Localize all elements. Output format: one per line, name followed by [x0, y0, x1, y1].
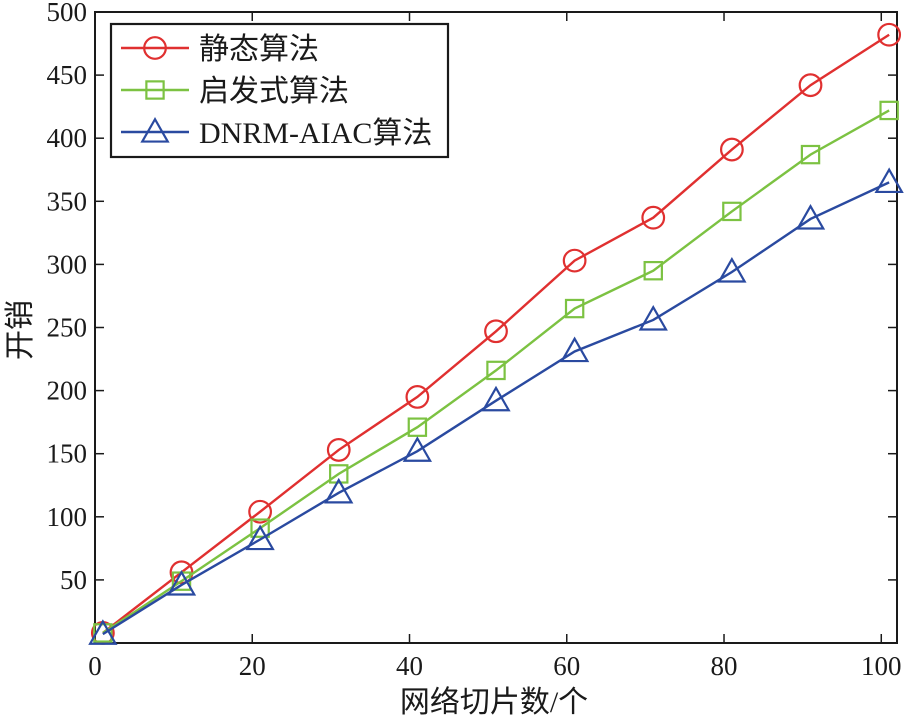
series-layer [88, 22, 904, 645]
data-point [166, 569, 197, 596]
y-tick-label: 150 [47, 439, 88, 469]
series-line [102, 181, 890, 636]
data-point [564, 298, 585, 319]
x-tick-label: 20 [239, 651, 266, 681]
data-point [643, 260, 663, 281]
data-point [88, 619, 118, 645]
data-point [798, 73, 823, 98]
series-line [102, 109, 890, 634]
x-tick-label: 100 [861, 651, 902, 681]
x-tick-label: 80 [711, 651, 738, 681]
x-axis-label: 网络切片数/个 [400, 686, 588, 719]
data-point [402, 436, 433, 462]
data-point [800, 144, 821, 165]
data-point [248, 499, 273, 524]
data-point [562, 248, 587, 273]
legend-label: DNRM-AIAC算法 [199, 117, 432, 150]
data-point [324, 477, 354, 504]
data-point [879, 100, 899, 121]
y-tick-label: 250 [47, 313, 88, 343]
x-tick-label: 60 [553, 651, 580, 681]
x-tick-label: 0 [88, 651, 102, 681]
y-tick-label: 300 [47, 249, 88, 279]
data-point [722, 201, 742, 222]
series-line [102, 33, 890, 634]
legend-marker [143, 36, 167, 60]
data-point [638, 304, 668, 331]
data-point [481, 385, 511, 412]
data-point [250, 518, 270, 538]
axes: 0 20 40 60 80 100 50 100 150 200 250 300 350 400 450 50… [47, 0, 902, 681]
series-3 [88, 167, 904, 645]
series-2 [93, 100, 899, 643]
y-axis-label: 开销 [4, 300, 37, 360]
y-tick-label: 200 [47, 376, 88, 406]
data-point [326, 438, 351, 462]
y-tick-label: 100 [47, 502, 88, 532]
data-point [795, 204, 826, 230]
legend-entry: 启发式算法 [121, 75, 349, 108]
x-tick-label: 40 [396, 651, 423, 681]
legend-label: 启发式算法 [199, 75, 349, 108]
legend-marker [140, 117, 170, 143]
y-tick-label: 500 [47, 0, 88, 27]
series-1 [90, 22, 902, 645]
legend-entry: 静态算法 [121, 33, 319, 66]
y-tick-label: 450 [47, 60, 88, 90]
legend-entry: DNRM-AIAC算法 [121, 117, 432, 150]
data-point [329, 464, 349, 484]
data-point [93, 623, 113, 643]
data-point [407, 417, 428, 437]
legend-label: 静态算法 [199, 33, 319, 66]
data-point [486, 360, 506, 381]
data-point [559, 336, 590, 363]
legend-marker [145, 80, 165, 100]
data-point [484, 319, 508, 344]
y-tick-label: 50 [60, 565, 87, 595]
data-point [169, 560, 194, 585]
data-point [877, 22, 902, 47]
data-point [405, 385, 430, 409]
data-point [719, 137, 744, 162]
y-tick-label: 350 [47, 186, 88, 216]
data-point [245, 524, 275, 551]
y-tick-label: 400 [47, 123, 88, 153]
data-point [641, 205, 666, 230]
data-point [874, 167, 904, 194]
data-point [717, 257, 747, 283]
